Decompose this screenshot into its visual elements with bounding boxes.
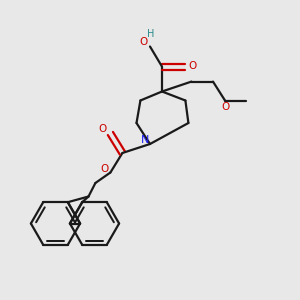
Text: O: O xyxy=(189,61,197,71)
Text: O: O xyxy=(100,164,109,174)
Text: N: N xyxy=(140,135,149,146)
Text: H: H xyxy=(147,28,155,39)
Text: O: O xyxy=(139,37,148,47)
Text: O: O xyxy=(99,124,107,134)
Text: O: O xyxy=(221,102,229,112)
